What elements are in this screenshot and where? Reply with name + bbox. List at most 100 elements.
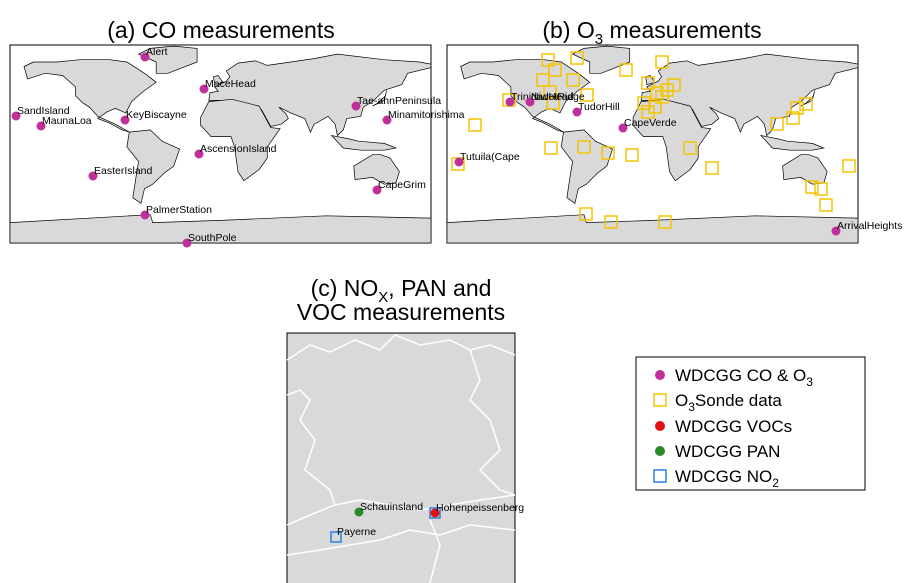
- station-marker: [572, 107, 582, 117]
- title-text: (b) O: [542, 17, 594, 43]
- ozonesonde-marker: [544, 141, 558, 155]
- landmass: [353, 154, 400, 185]
- no2-marker: [429, 507, 441, 519]
- map-frame: [286, 332, 516, 583]
- landmass: [126, 129, 181, 204]
- ozonesonde-marker: [580, 88, 594, 102]
- ozonesonde-marker: [655, 55, 669, 69]
- border-line: [286, 389, 336, 506]
- ozonesonde-marker: [566, 73, 580, 87]
- station-marker: [351, 101, 361, 111]
- station-label: Alert: [146, 46, 168, 58]
- ozonesonde-marker: [604, 215, 618, 229]
- landmass: [23, 59, 157, 133]
- station-label: Minamitorishima: [388, 109, 465, 121]
- station-marker: [88, 171, 98, 181]
- landmass: [782, 154, 828, 185]
- station-label: Schauinsland: [360, 501, 423, 513]
- ozonesonde-marker: [468, 118, 482, 132]
- ozonesonde-marker: [579, 207, 593, 221]
- station-label: AscensionIsland: [200, 143, 277, 155]
- ozonesonde-marker: [637, 96, 651, 110]
- landmass: [208, 53, 432, 137]
- panel-b-title: (b) O3 measurements: [542, 17, 761, 48]
- ozonesonde-marker: [548, 63, 562, 77]
- station-marker: [11, 111, 21, 121]
- station-label: Hohenpeissenberg: [436, 502, 524, 514]
- legend-label: O3Sonde data: [675, 391, 782, 414]
- station-marker: [831, 226, 841, 236]
- ozonesonde-marker: [625, 148, 639, 162]
- landmass: [200, 98, 281, 182]
- station-marker: [140, 52, 150, 62]
- ozonesonde-marker: [650, 86, 664, 100]
- panel-c-title-line2: VOC measurements: [297, 299, 505, 325]
- landmass: [446, 214, 859, 244]
- ozonesonde-marker: [601, 146, 615, 160]
- ozonesonde-marker: [641, 76, 655, 90]
- station-marker: [382, 115, 392, 125]
- station-marker: [454, 157, 464, 167]
- title-sub: X: [378, 289, 388, 306]
- ozonesonde-marker: [799, 97, 813, 111]
- ozonesonde-marker: [619, 63, 633, 77]
- ozonesonde-marker: [660, 83, 674, 97]
- station-label: MaceHead: [205, 78, 256, 90]
- ozonesonde-marker: [842, 159, 856, 173]
- station-label: KeyBiscayne: [126, 109, 187, 121]
- landmass: [632, 98, 712, 182]
- ozonesonde-marker: [577, 140, 591, 154]
- legend-text: Sonde data: [695, 391, 783, 410]
- station-label: EasterIsland: [94, 165, 153, 177]
- legend-marker: [655, 421, 665, 431]
- legend-box: [635, 356, 866, 491]
- station-marker: [194, 149, 204, 159]
- station-marker: [372, 185, 382, 195]
- landmass: [560, 129, 613, 204]
- ozonesonde-marker: [667, 78, 681, 92]
- station-marker: [182, 238, 192, 248]
- landmass: [645, 75, 656, 86]
- ozonesonde-marker: [570, 51, 584, 65]
- ozonesonde-marker: [658, 215, 672, 229]
- station-label: NiwotRidge: [531, 91, 585, 103]
- legend-marker: [653, 469, 667, 483]
- title-text: (a) CO measurements: [107, 17, 335, 43]
- station-label: CapeGrim: [378, 179, 426, 191]
- station-marker: [120, 115, 130, 125]
- legend-marker: [653, 393, 667, 407]
- station-label: Tae-ahnPeninsula: [357, 95, 441, 107]
- ozonesonde-marker: [770, 117, 784, 131]
- ozonesonde-marker: [543, 85, 557, 99]
- station-label: PalmerStation: [146, 204, 212, 216]
- ozonesonde-marker: [655, 90, 669, 104]
- legend-sub: 2: [772, 476, 779, 490]
- title-text: (c) NO: [311, 275, 379, 301]
- legend-text: WDCGG CO & O: [675, 366, 806, 385]
- border-line: [286, 334, 396, 361]
- ozonesonde-marker: [805, 180, 819, 194]
- landmass: [213, 75, 224, 86]
- station-marker: [36, 121, 46, 131]
- ozonesonde-marker: [641, 105, 655, 119]
- legend-sub: 3: [806, 375, 813, 389]
- title-text: , PAN and: [388, 275, 491, 301]
- station-label: MaunaLoa: [42, 115, 92, 127]
- station-label: SandIsland: [17, 105, 70, 117]
- legend-label: WDCGG NO2: [675, 467, 779, 490]
- station-marker: [525, 97, 535, 107]
- legend-marker: [655, 446, 665, 456]
- station-marker: [430, 508, 440, 518]
- station-marker: [140, 210, 150, 220]
- no2-marker: [330, 531, 342, 543]
- landmass: [330, 134, 398, 151]
- landmass: [460, 59, 591, 133]
- legend-text: WDCGG NO: [675, 467, 772, 486]
- ozonesonde-marker: [819, 198, 833, 212]
- station-label: ArrivalHeights: [837, 220, 902, 232]
- legend-label: WDCGG VOCs: [675, 417, 792, 436]
- landmass: [372, 90, 387, 107]
- border-line: [286, 504, 336, 526]
- panel-c-title: (c) NOX, PAN and: [311, 275, 492, 306]
- landmass: [760, 134, 826, 151]
